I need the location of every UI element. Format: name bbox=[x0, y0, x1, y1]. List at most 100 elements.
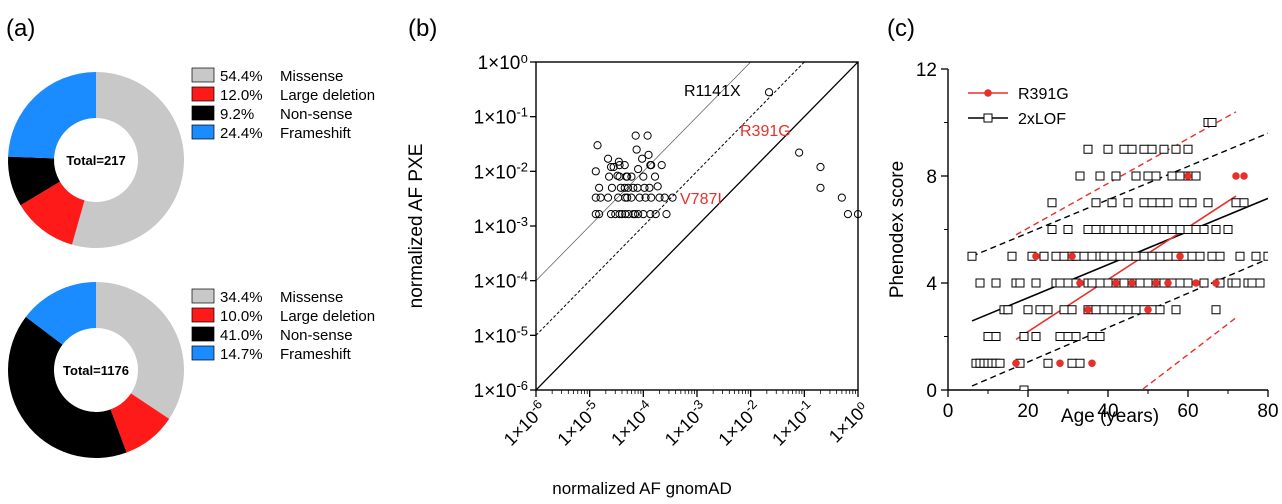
data-point bbox=[607, 183, 617, 192]
data-point-square bbox=[1083, 225, 1093, 234]
legend-swatch bbox=[191, 326, 215, 342]
data-point-square bbox=[1131, 305, 1141, 315]
data-point bbox=[595, 183, 604, 192]
data-point-circle bbox=[1068, 252, 1076, 261]
data-point bbox=[645, 183, 654, 192]
data-point-square bbox=[1239, 198, 1249, 208]
data-point-square bbox=[1115, 305, 1125, 315]
point-annotation: R391G bbox=[740, 123, 791, 140]
data-point-square bbox=[1119, 144, 1129, 154]
regression-line bbox=[1015, 195, 1237, 341]
y-tick-label: 4 bbox=[926, 274, 937, 295]
data-point bbox=[795, 148, 804, 157]
data-point-square bbox=[1207, 251, 1217, 261]
data-point-square bbox=[1199, 225, 1209, 234]
data-point bbox=[623, 193, 632, 202]
data-point-square bbox=[1059, 251, 1069, 261]
data-point-square bbox=[1231, 198, 1241, 208]
data-point bbox=[662, 210, 671, 219]
data-point-square bbox=[1123, 251, 1133, 261]
data-point-square bbox=[1159, 225, 1169, 234]
data-point bbox=[843, 210, 853, 219]
donut-slice bbox=[7, 316, 127, 458]
data-point bbox=[606, 162, 616, 172]
data-point bbox=[621, 210, 630, 219]
data-point-square bbox=[1031, 278, 1041, 288]
data-point bbox=[647, 193, 656, 202]
reference-line-10x bbox=[536, 62, 805, 336]
data-point-square bbox=[1187, 251, 1197, 261]
data-point-square bbox=[1019, 385, 1029, 390]
data-point-square bbox=[1015, 278, 1025, 288]
data-point-square bbox=[1107, 305, 1117, 315]
data-point-square bbox=[1203, 198, 1213, 208]
data-point-square bbox=[1179, 198, 1189, 208]
data-point-square bbox=[1087, 332, 1097, 341]
data-point-square bbox=[1075, 358, 1085, 368]
data-point-circle bbox=[1112, 279, 1120, 287]
data-point-square bbox=[1247, 278, 1257, 288]
data-point-square bbox=[1087, 251, 1097, 261]
x-tick-label: 1×10-3 bbox=[659, 397, 712, 450]
data-point-square bbox=[1155, 251, 1165, 261]
data-point-square bbox=[1127, 144, 1137, 154]
data-point bbox=[646, 210, 655, 219]
data-point bbox=[651, 210, 660, 219]
y-tick-label: 1×10-6 bbox=[474, 378, 528, 402]
data-point bbox=[611, 210, 620, 219]
data-point bbox=[764, 88, 774, 97]
donut-slice bbox=[20, 181, 85, 245]
data-point bbox=[655, 193, 664, 202]
legend-swatch bbox=[191, 86, 215, 102]
donut-center-label: Total=217 bbox=[66, 153, 125, 168]
data-point-square bbox=[1067, 358, 1077, 368]
allele-frequency-scatter: 1×10⁰1×10-11×10-21×10-31×10-41×10-51×10-… bbox=[406, 53, 873, 498]
x-tick-label: 1×10⁰ bbox=[825, 399, 873, 447]
donut-legend-bottom: 34.4% Missense 10.0% Large deletion 41.0% Non… bbox=[191, 288, 375, 363]
data-point-square bbox=[1255, 278, 1265, 288]
data-point bbox=[853, 210, 863, 219]
data-point-square bbox=[1175, 278, 1185, 288]
data-point-square bbox=[1195, 251, 1205, 261]
data-point-square bbox=[1107, 198, 1117, 208]
y-tick-label: 1×10-1 bbox=[474, 105, 528, 129]
data-point-square bbox=[1035, 305, 1045, 315]
data-point-square bbox=[1099, 251, 1109, 261]
data-point-square bbox=[1091, 305, 1101, 315]
data-point-square bbox=[1167, 225, 1177, 234]
legend-label: Non-sense bbox=[280, 327, 353, 344]
legend-label: Large deletion bbox=[280, 87, 375, 104]
donut-chart-bottom: Total=1176 bbox=[7, 282, 185, 458]
legend-label: Large deletion bbox=[280, 308, 375, 325]
data-point-square bbox=[1063, 332, 1073, 341]
data-point bbox=[591, 167, 600, 176]
donut-slice bbox=[96, 282, 185, 419]
data-point-circle bbox=[1056, 359, 1064, 368]
legend-swatch bbox=[191, 345, 215, 361]
data-point-circle bbox=[1144, 305, 1152, 314]
data-point-square bbox=[1183, 278, 1193, 288]
data-point-square bbox=[1191, 171, 1201, 181]
legend-label: Frameshift bbox=[280, 125, 352, 142]
legend-marker bbox=[984, 89, 992, 97]
data-point-square bbox=[1003, 305, 1013, 315]
data-point bbox=[630, 210, 640, 219]
plot-area bbox=[967, 111, 1268, 390]
data-point-square bbox=[1091, 198, 1101, 208]
data-point-square bbox=[1163, 251, 1173, 261]
data-point-square bbox=[1119, 278, 1129, 288]
y-tick-label: 1×10-2 bbox=[474, 159, 528, 183]
legend-swatch bbox=[191, 124, 215, 140]
data-point-square bbox=[1091, 225, 1101, 234]
legend-label: Missense bbox=[280, 289, 343, 306]
data-point bbox=[606, 210, 616, 219]
data-point bbox=[623, 183, 633, 192]
x-tick-label: 1×10-1 bbox=[766, 397, 819, 450]
data-point-square bbox=[1187, 198, 1197, 208]
donut-legend-top: 54.4% Missense 12.0% Large deletion 9.2% Non-… bbox=[191, 67, 375, 142]
donut-slice bbox=[7, 156, 60, 206]
data-point-square bbox=[1103, 278, 1113, 288]
legend-swatch bbox=[191, 307, 215, 323]
data-point-square bbox=[1155, 305, 1165, 315]
data-point bbox=[816, 183, 825, 192]
